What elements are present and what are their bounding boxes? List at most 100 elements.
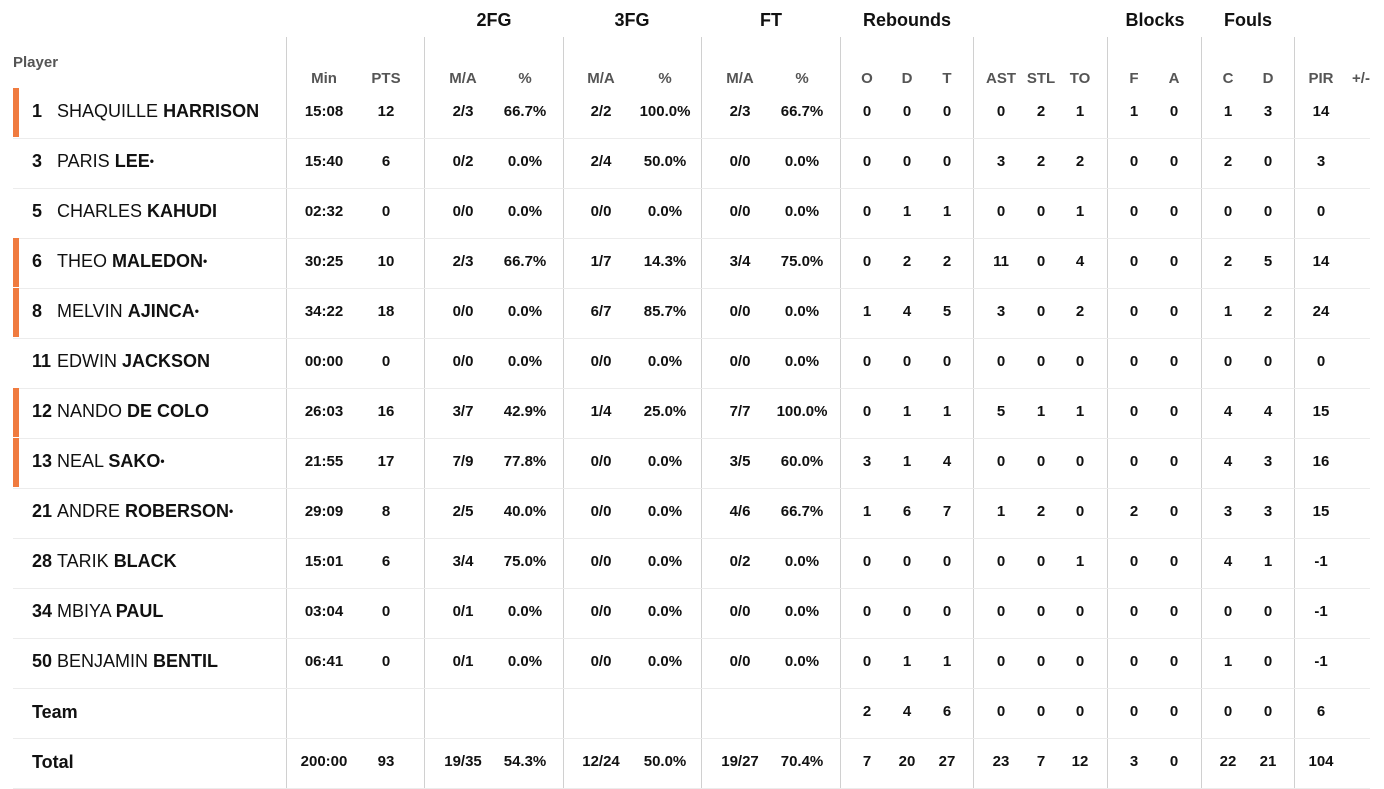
player-row[interactable]: 21 ANDRE ROBERSON• 29:09 8 2/5 40.0% 0/0 0.0% 4/… (13, 488, 1370, 539)
player-name-link[interactable]: 6 THEO MALEDON• (32, 251, 207, 272)
stat-cell-ft_pct: 75.0% (780, 253, 824, 270)
stat-cell-reb_t: 7 (942, 503, 952, 520)
stat-cell-reb_o: 0 (862, 653, 872, 670)
column-header-blk_a[interactable]: A (1168, 70, 1180, 87)
stat-cell-stl: 1 (1036, 403, 1046, 420)
stat-cell-blk_f: 0 (1129, 303, 1139, 320)
stat-cell-reb_t: 1 (942, 203, 952, 220)
player-name-link[interactable]: 13 NEAL SAKO• (32, 451, 165, 472)
column-header-pm[interactable]: +/- (1352, 70, 1370, 87)
stat-cell-foul_d: 0 (1263, 153, 1273, 170)
player-name-link[interactable]: 50 BENJAMIN BENTIL (32, 651, 218, 672)
stat-cell-fg3_pct: 0.0% (647, 453, 683, 470)
player-name-link[interactable]: 5 CHARLES KAHUDI (32, 201, 217, 222)
player-row[interactable]: 13 NEAL SAKO• 21:55 17 7/9 77.8% 0/0 0.0% 3/5 60.… (13, 438, 1370, 489)
stat-cell-min: 15:40 (304, 153, 344, 170)
stat-cell-blk_a: 0 (1169, 303, 1179, 320)
stat-cell-to: 1 (1075, 553, 1085, 570)
column-header-reb_d[interactable]: D (901, 70, 913, 87)
column-header-foul_c[interactable]: C (1222, 70, 1234, 87)
player-name-link[interactable]: 12 NANDO DE COLO (32, 401, 209, 422)
stat-cell-fg3_ma: 0/0 (590, 553, 612, 570)
player-first-name: CHARLES (57, 201, 143, 221)
stat-cell-min: 200:00 (300, 753, 348, 770)
player-name-link[interactable]: 3 PARIS LEE• (32, 151, 154, 172)
stat-cell-fg2_ma: 0/1 (452, 603, 474, 620)
column-header-reb_t[interactable]: T (942, 70, 952, 87)
player-row[interactable]: 12 NANDO DE COLO 26:03 16 3/7 42.9% 1/4 25.0% 7/… (13, 388, 1370, 439)
player-row[interactable]: 28 TARIK BLACK 15:01 6 3/4 75.0% 0/0 0.0% 0/2 0.0… (13, 538, 1370, 589)
player-name-link[interactable]: 8 MELVIN AJINCA• (32, 301, 199, 322)
stat-cell-fg2_ma: 0/1 (452, 653, 474, 670)
column-header-pir[interactable]: PIR (1308, 70, 1334, 87)
column-header-fg2_pct[interactable]: % (518, 70, 532, 87)
stat-cell-fg2_pct: 0.0% (507, 153, 543, 170)
stat-cell-ft_pct: 0.0% (784, 603, 820, 620)
stat-cell-fg3_ma: 2/2 (590, 103, 612, 120)
stat-cell-fg3_pct: 50.0% (643, 753, 687, 770)
column-divider (1107, 37, 1108, 789)
stat-cell-reb_t: 27 (938, 753, 956, 770)
column-header-ast[interactable]: AST (986, 70, 1016, 87)
stat-cell-blk_f: 0 (1129, 653, 1139, 670)
player-name-link[interactable]: 21 ANDRE ROBERSON• (32, 501, 233, 522)
stat-cell-to: 0 (1075, 503, 1085, 520)
group-header-ft: FT (760, 10, 782, 30)
stat-cell-ft_ma: 3/5 (729, 453, 751, 470)
column-header-fg3_ma[interactable]: M/A (587, 70, 615, 87)
stat-cell-pts: 6 (381, 553, 391, 570)
player-name-link[interactable]: 28 TARIK BLACK (32, 551, 177, 572)
stat-cell-blk_a: 0 (1169, 753, 1179, 770)
column-header-ft_ma[interactable]: M/A (726, 70, 754, 87)
stat-cell-fg2_ma: 0/0 (452, 353, 474, 370)
column-divider (1201, 37, 1202, 789)
player-row[interactable]: 8 MELVIN AJINCA• 34:22 18 0/0 0.0% 6/7 85.7% 0/0… (13, 288, 1370, 339)
stat-cell-fg2_ma: 2/3 (452, 103, 474, 120)
column-header-fg2_ma[interactable]: M/A (449, 70, 477, 87)
player-marker-dot: • (203, 254, 208, 268)
stat-cell-reb_d: 1 (902, 653, 912, 670)
column-header-ft_pct[interactable]: % (795, 70, 809, 87)
stat-cell-blk_a: 0 (1169, 653, 1179, 670)
column-header-blk_f[interactable]: F (1129, 70, 1139, 87)
column-header-foul_d[interactable]: D (1262, 70, 1274, 87)
stat-cell-reb_o: 0 (862, 203, 872, 220)
player-name-link[interactable]: 1 SHAQUILLE HARRISON (32, 101, 259, 122)
player-row[interactable]: 3 PARIS LEE• 15:40 6 0/2 0.0% 2/4 50.0% 0/0 0.0% 0… (13, 138, 1370, 189)
stat-cell-ast: 0 (996, 553, 1006, 570)
player-row[interactable]: 50 BENJAMIN BENTIL 06:41 0 0/1 0.0% 0/0 0.0% 0/0… (13, 638, 1370, 689)
column-header-fg3_pct[interactable]: % (658, 70, 672, 87)
player-row[interactable]: 5 CHARLES KAHUDI 02:32 0 0/0 0.0% 0/0 0.0% 0/0 0.… (13, 188, 1370, 239)
player-row[interactable]: 1 SHAQUILLE HARRISON 15:08 12 2/3 66.7% 2/2 100… (13, 88, 1370, 139)
stat-cell-pts: 18 (377, 303, 395, 320)
column-header-pts[interactable]: PTS (371, 70, 401, 87)
player-first-name: SHAQUILLE (57, 101, 159, 121)
stat-cell-reb_d: 0 (902, 553, 912, 570)
stat-cell-foul_d: 3 (1263, 503, 1273, 520)
stat-cell-foul_c: 3 (1223, 503, 1233, 520)
column-divider (701, 37, 702, 789)
stat-cell-min: 03:04 (304, 603, 344, 620)
column-header-stl[interactable]: STL (1026, 70, 1056, 87)
stat-cell-fg2_pct: 75.0% (503, 553, 547, 570)
column-header-reb_o[interactable]: O (861, 70, 873, 87)
player-name-link[interactable]: 34 MBIYA PAUL (32, 601, 163, 622)
player-column-header[interactable]: Player (13, 54, 59, 71)
stat-cell-blk_a: 0 (1169, 353, 1179, 370)
stat-cell-ft_pct: 0.0% (784, 153, 820, 170)
player-row[interactable]: 34 MBIYA PAUL 03:04 0 0/1 0.0% 0/0 0.0% 0/0 0.0% 0… (13, 588, 1370, 639)
stat-cell-reb_t: 4 (942, 453, 952, 470)
stat-cell-to: 0 (1075, 353, 1085, 370)
stat-cell-blk_a: 0 (1169, 153, 1179, 170)
stat-cell-blk_f: 0 (1129, 703, 1139, 720)
player-row[interactable]: 11 EDWIN JACKSON 00:00 0 0/0 0.0% 0/0 0.0% 0/0 0.… (13, 338, 1370, 389)
player-row[interactable]: 6 THEO MALEDON• 30:25 10 2/3 66.7% 1/7 14.3% 3/4… (13, 238, 1370, 289)
player-name-link[interactable]: 11 EDWIN JACKSON (32, 351, 210, 372)
column-header-to[interactable]: TO (1069, 70, 1091, 87)
stat-cell-reb_d: 4 (902, 303, 912, 320)
column-header-min[interactable]: Min (311, 70, 337, 87)
stat-cell-reb_o: 0 (862, 153, 872, 170)
stat-cell-blk_f: 1 (1129, 103, 1139, 120)
stat-cell-fg3_ma: 0/0 (590, 603, 612, 620)
stat-cell-reb_d: 6 (902, 503, 912, 520)
